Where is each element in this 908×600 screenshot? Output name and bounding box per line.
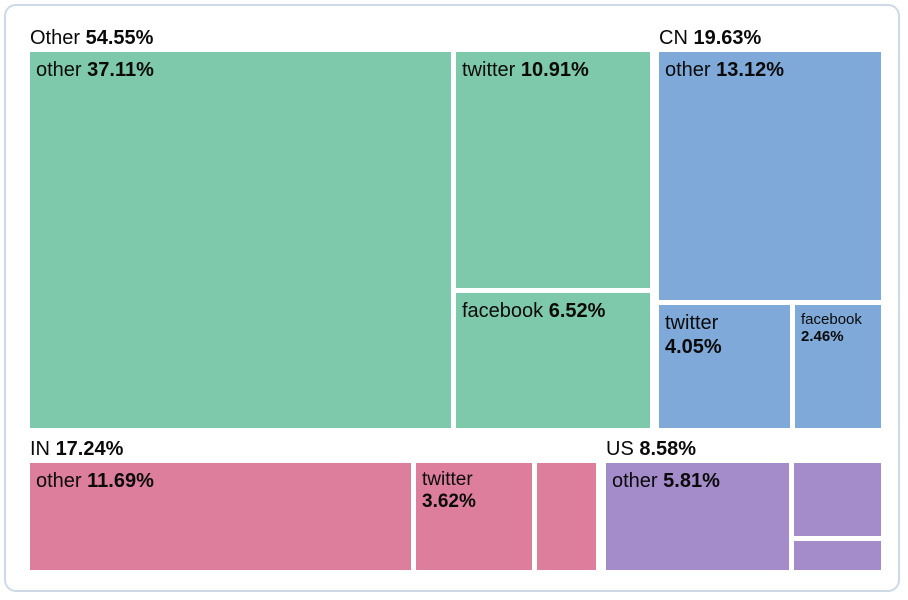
cell-pct: 37.11% <box>87 59 154 81</box>
treemap-cell-in-twitter[interactable]: twitter 3.62% <box>416 463 532 570</box>
treemap-cell-other-other[interactable]: other 37.11% <box>30 52 451 428</box>
treemap-cell-cn-twitter[interactable]: twitter 4.05% <box>659 305 790 428</box>
group-label-cn: CN 19.63% <box>659 27 761 50</box>
treemap-cell-us-unlabeled-2[interactable] <box>794 541 881 570</box>
cell-name: facebook <box>462 300 544 322</box>
cell-pct: 4.05% <box>665 336 722 358</box>
cell-name: twitter <box>665 312 719 334</box>
cell-pct: 10.91% <box>520 59 589 81</box>
group-label-other: Other 54.55% <box>30 27 153 50</box>
cell-label: twitter 3.62% <box>422 469 526 513</box>
treemap-cell-in-unlabeled[interactable] <box>537 463 596 570</box>
group-label-in: IN 17.24% <box>30 438 123 461</box>
cell-pct: 13.12% <box>716 59 784 81</box>
group-name: US <box>606 438 634 460</box>
cell-name: other <box>36 470 82 492</box>
treemap-cell-us-unlabeled-1[interactable] <box>794 463 881 536</box>
treemap-cell-cn-facebook[interactable]: facebook 2.46% <box>795 305 881 428</box>
cell-pct: 5.81% <box>663 470 720 492</box>
cell-label: twitter 4.05% <box>665 311 784 359</box>
group-pct: 17.24% <box>55 438 124 460</box>
cell-label: facebook 2.46% <box>801 311 875 345</box>
cell-pct: 6.52% <box>548 300 606 322</box>
cell-label: facebook 6.52% <box>462 299 644 323</box>
cell-label: other 13.12% <box>665 58 875 82</box>
cell-name: facebook <box>801 311 862 328</box>
treemap-cell-in-other[interactable]: other 11.69% <box>30 463 411 570</box>
treemap-cell-cn-other[interactable]: other 13.12% <box>659 52 881 300</box>
cell-label: twitter 10.91% <box>462 58 644 82</box>
group-name: CN <box>659 27 688 49</box>
cell-name: other <box>612 470 658 492</box>
group-pct: 8.58% <box>639 438 697 460</box>
cell-name: other <box>36 59 82 81</box>
group-pct: 19.63% <box>693 27 762 49</box>
cell-label: other 11.69% <box>36 469 405 493</box>
cell-pct: 11.69% <box>87 470 154 492</box>
cell-label: other 5.81% <box>612 469 783 493</box>
cell-name: twitter <box>462 59 516 81</box>
cell-pct: 2.46% <box>801 328 844 345</box>
group-name: Other <box>30 27 81 49</box>
group-pct: 54.55% <box>85 27 154 49</box>
cell-name: twitter <box>422 469 473 490</box>
treemap-cell-us-other[interactable]: other 5.81% <box>606 463 789 570</box>
treemap-cell-other-twitter[interactable]: twitter 10.91% <box>456 52 650 288</box>
cell-name: other <box>665 59 711 81</box>
treemap-cell-other-facebook[interactable]: facebook 6.52% <box>456 293 650 428</box>
cell-label: other 37.11% <box>36 58 445 82</box>
group-label-us: US 8.58% <box>606 438 696 461</box>
group-name: IN <box>30 438 50 460</box>
cell-pct: 3.62% <box>422 491 476 512</box>
